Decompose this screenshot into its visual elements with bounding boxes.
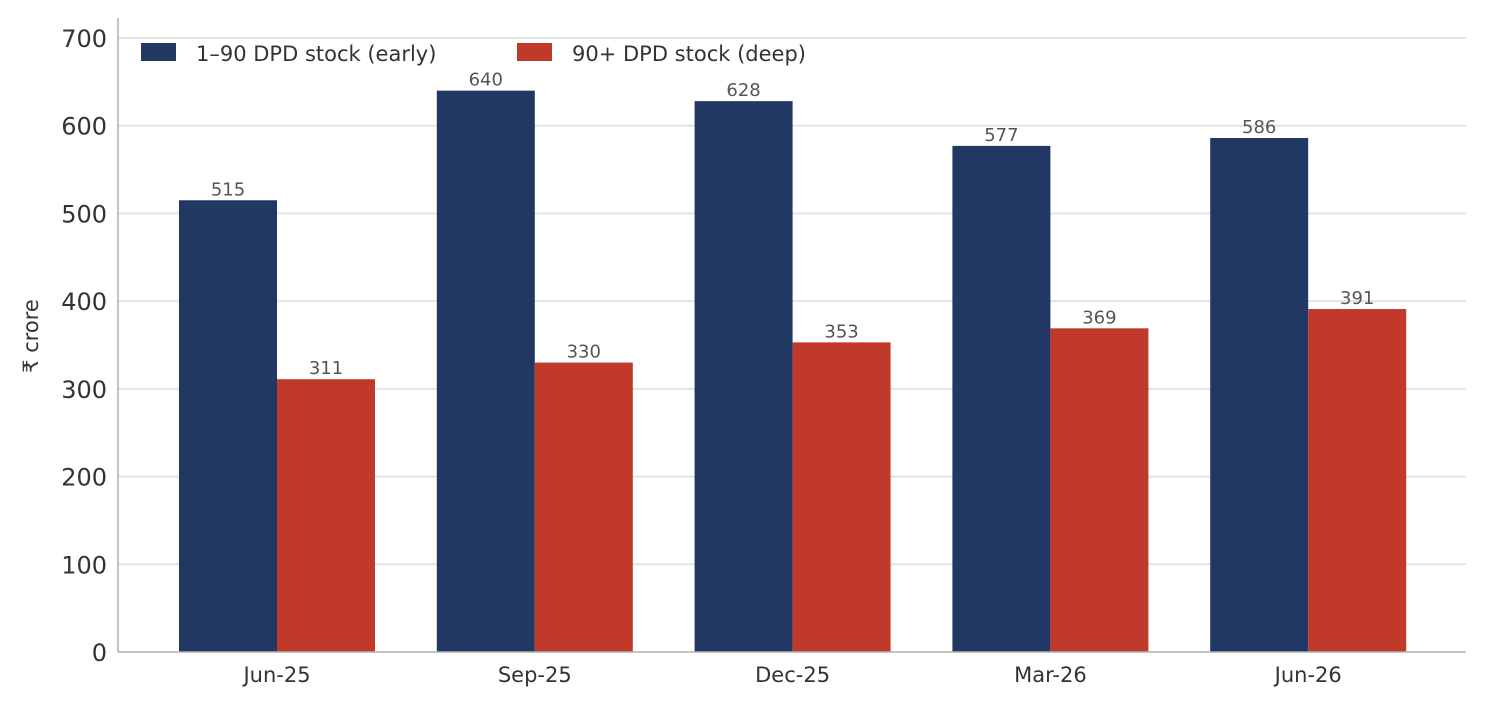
y-axis-label: ₹ crore <box>19 299 43 373</box>
bar-deep <box>534 362 633 652</box>
bar-deep <box>792 342 891 652</box>
bar-value-label: 330 <box>567 342 601 363</box>
bar-value-label: 577 <box>984 125 1018 146</box>
y-tick-label: 500 <box>61 200 107 228</box>
y-tick-label: 100 <box>61 551 107 579</box>
x-tick-label: Dec-25 <box>755 663 830 687</box>
legend: 1–90 DPD stock (early) 90+ DPD stock (de… <box>141 42 806 66</box>
x-tick-label: Jun-25 <box>241 663 310 687</box>
y-tick-label: 400 <box>61 288 107 316</box>
legend-label-early: 1–90 DPD stock (early) <box>196 42 436 66</box>
bar-value-label: 640 <box>469 70 503 91</box>
bar-early <box>952 145 1051 653</box>
y-tick-labels: 0 100 200 300 400 500 600 700 <box>61 25 107 667</box>
bar-early <box>694 101 793 652</box>
axes <box>117 18 1466 653</box>
y-tick-label: 700 <box>61 25 107 53</box>
bar-value-label: 515 <box>211 179 245 200</box>
y-tick-label: 200 <box>61 464 107 492</box>
bar-early <box>1210 137 1309 653</box>
y-tick-label: 300 <box>61 376 107 404</box>
bar-value-label: 628 <box>726 80 760 101</box>
x-tick-label: Mar-26 <box>1014 663 1087 687</box>
bar-early <box>436 90 535 653</box>
value-labels: 515 311 640 330 628 353 577 369 586 391 <box>211 70 1375 380</box>
y-tick-label: 0 <box>92 639 107 667</box>
bar-value-label: 391 <box>1340 288 1374 309</box>
bar-value-label: 369 <box>1082 307 1116 328</box>
x-tick-labels: Jun-25 Sep-25 Dec-25 Mar-26 Jun-26 <box>241 663 1341 687</box>
bars <box>179 90 1407 653</box>
bar-early <box>179 200 277 652</box>
x-tick-label: Jun-26 <box>1273 663 1342 687</box>
legend-label-deep: 90+ DPD stock (deep) <box>572 42 806 66</box>
bar-value-label: 353 <box>824 321 858 342</box>
bar-deep <box>1050 328 1149 652</box>
bar-value-label: 586 <box>1242 117 1276 138</box>
bar-deep <box>277 379 375 652</box>
x-tick-label: Sep-25 <box>498 663 572 687</box>
legend-swatch-deep <box>517 43 552 61</box>
legend-swatch-early <box>141 43 176 61</box>
y-tick-label: 600 <box>61 113 107 141</box>
bar-deep <box>1308 309 1407 652</box>
bar-value-label: 311 <box>309 358 343 379</box>
